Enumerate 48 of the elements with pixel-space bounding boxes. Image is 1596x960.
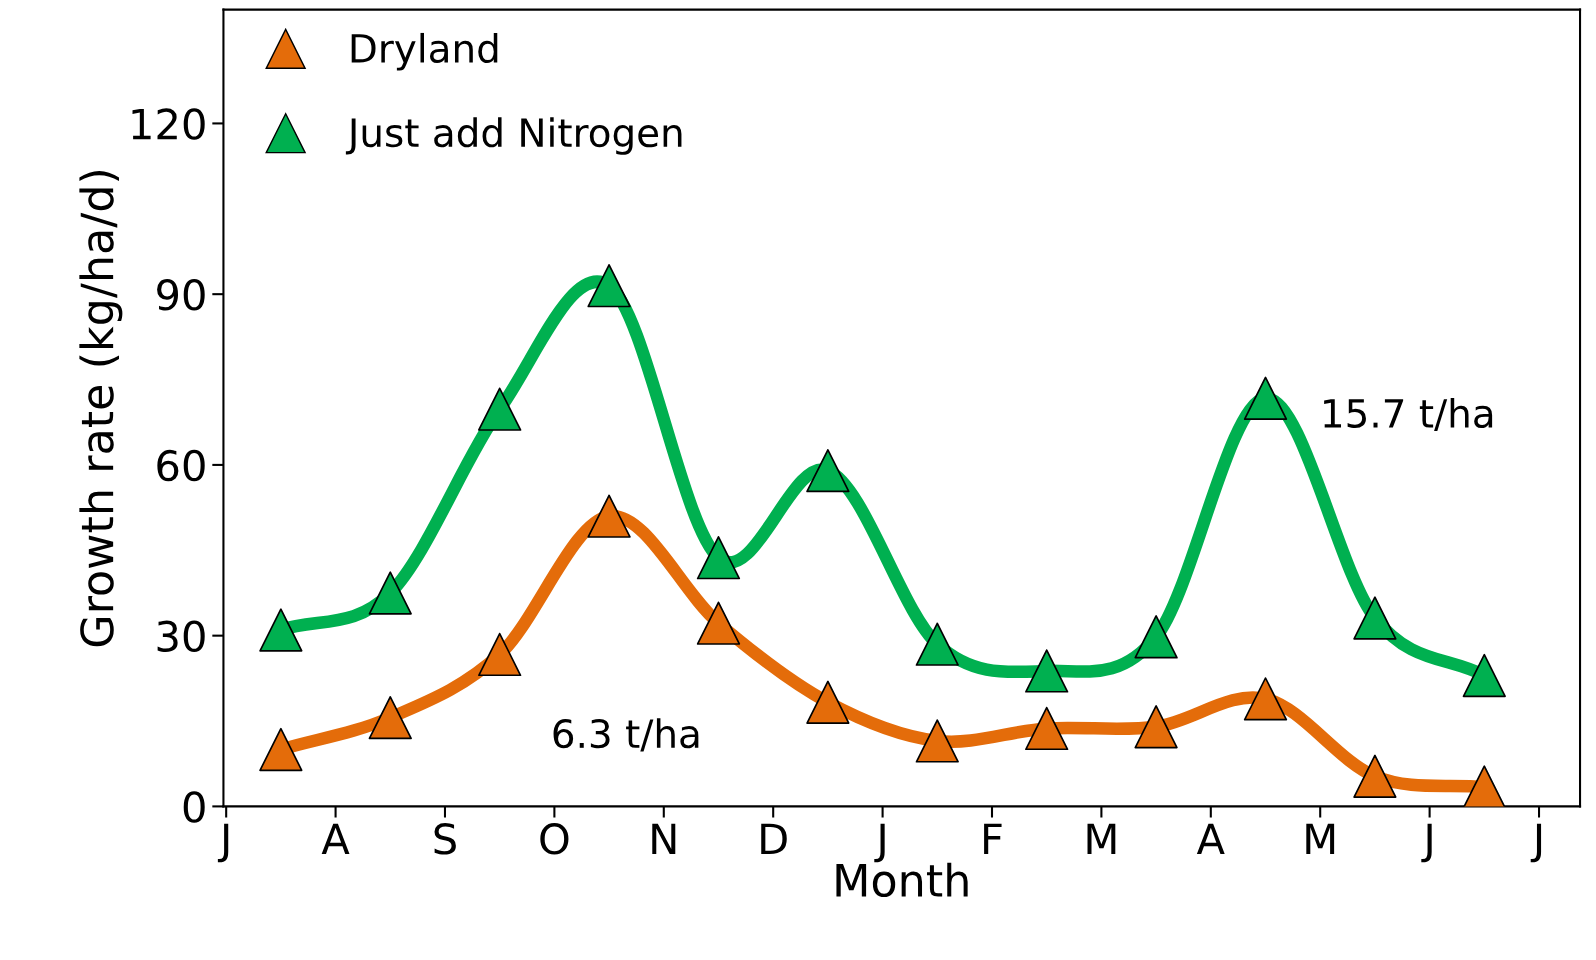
point xyxy=(587,263,631,308)
point xyxy=(368,571,412,615)
x-tick-label: O xyxy=(540,823,569,855)
point xyxy=(1462,653,1506,698)
point xyxy=(478,632,522,677)
x-tick-label: A xyxy=(321,823,350,855)
point xyxy=(915,719,959,763)
point xyxy=(1462,765,1506,807)
point xyxy=(806,680,850,724)
y-tick-label: 30 xyxy=(157,620,205,653)
point xyxy=(1243,376,1288,420)
point xyxy=(1353,754,1397,798)
point xyxy=(368,695,412,740)
point xyxy=(1025,706,1069,751)
y-tick-label: 60 xyxy=(157,449,205,482)
y-tick-label: 120 xyxy=(132,108,205,140)
point xyxy=(696,601,741,645)
x-tick-label: M xyxy=(1087,823,1116,855)
point xyxy=(1243,677,1288,721)
annotation: 15.7 t/ha xyxy=(1324,397,1493,432)
y-tick-label: 90 xyxy=(157,279,205,311)
x-tick-label: J xyxy=(217,823,229,863)
x-tick-label: M xyxy=(1306,823,1335,855)
point xyxy=(1134,705,1178,749)
point xyxy=(915,622,959,666)
legend-label: Just add Nitrogen xyxy=(345,117,682,155)
legend-label: Dryland xyxy=(351,32,498,71)
y-tick-label: 0 xyxy=(183,791,205,823)
x-tick-label: S xyxy=(434,823,456,855)
point xyxy=(696,536,741,580)
x-tick-label: J xyxy=(874,823,885,863)
point xyxy=(478,387,522,431)
x-tick-label: A xyxy=(1196,823,1225,855)
point xyxy=(1134,615,1178,659)
point xyxy=(259,727,303,772)
point xyxy=(806,448,850,493)
x-tick-label: F xyxy=(984,823,1002,855)
point xyxy=(259,608,303,652)
y-axis-title: Growth rate (kg/ha/d) xyxy=(79,171,123,647)
point xyxy=(1025,649,1069,693)
x-tick-label: D xyxy=(761,823,787,855)
annotation: 6.3 t/ha xyxy=(553,718,699,752)
x-tick-label: J xyxy=(1530,823,1542,863)
x-axis-title: Month xyxy=(836,862,968,898)
x-tick-label: N xyxy=(652,823,676,855)
point xyxy=(1353,596,1397,640)
x-tick-label: J xyxy=(1421,823,1432,863)
point xyxy=(587,494,631,538)
